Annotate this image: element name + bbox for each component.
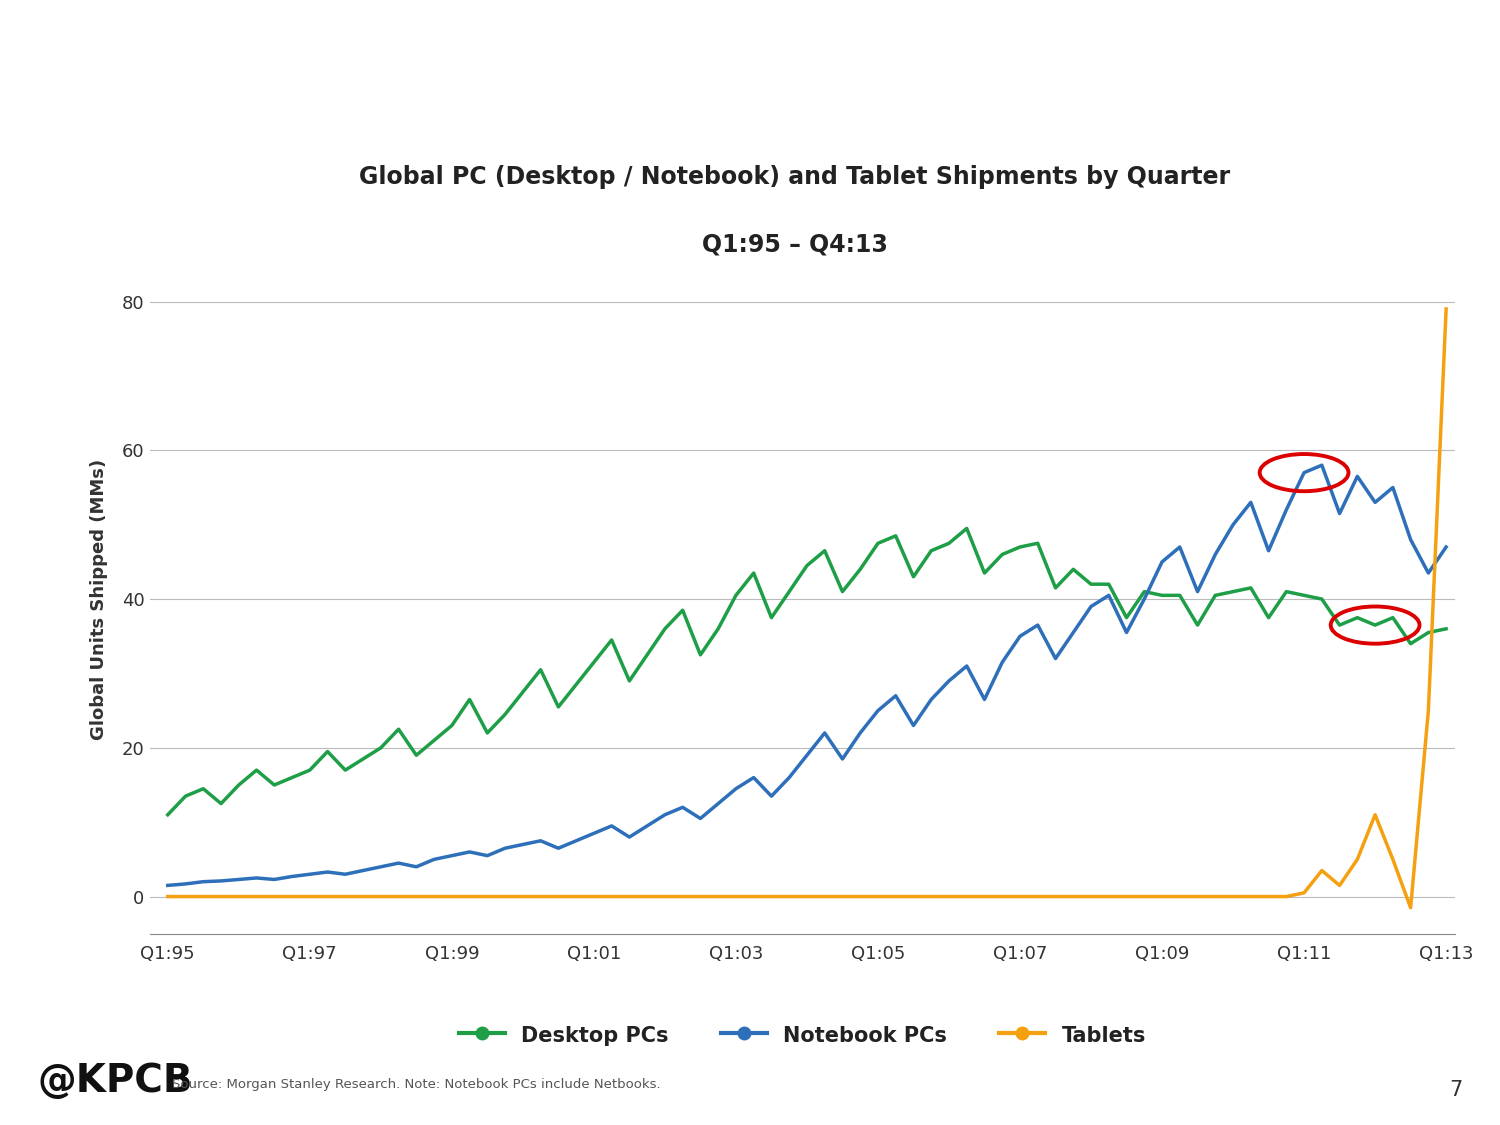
Text: @KPCB: @KPCB [38, 1062, 194, 1100]
Y-axis label: Global Units Shipped (MMs): Global Units Shipped (MMs) [90, 459, 108, 739]
Text: 7: 7 [1449, 1080, 1462, 1100]
Text: +52%, 2013: +52%, 2013 [27, 82, 290, 120]
Text: Global PC (Desktop / Notebook) and Tablet Shipments by Quarter: Global PC (Desktop / Notebook) and Table… [360, 164, 1230, 189]
Legend: Desktop PCs, Notebook PCs, Tablets: Desktop PCs, Notebook PCs, Tablets [450, 1016, 1155, 1054]
Text: Tablet Units = Growing Faster Than PCs Ever Did: Tablet Units = Growing Faster Than PCs E… [27, 20, 1095, 57]
Text: Q1:95 – Q4:13: Q1:95 – Q4:13 [702, 232, 888, 256]
Text: Source: Morgan Stanley Research. Note: Notebook PCs include Netbooks.: Source: Morgan Stanley Research. Note: N… [172, 1078, 662, 1091]
